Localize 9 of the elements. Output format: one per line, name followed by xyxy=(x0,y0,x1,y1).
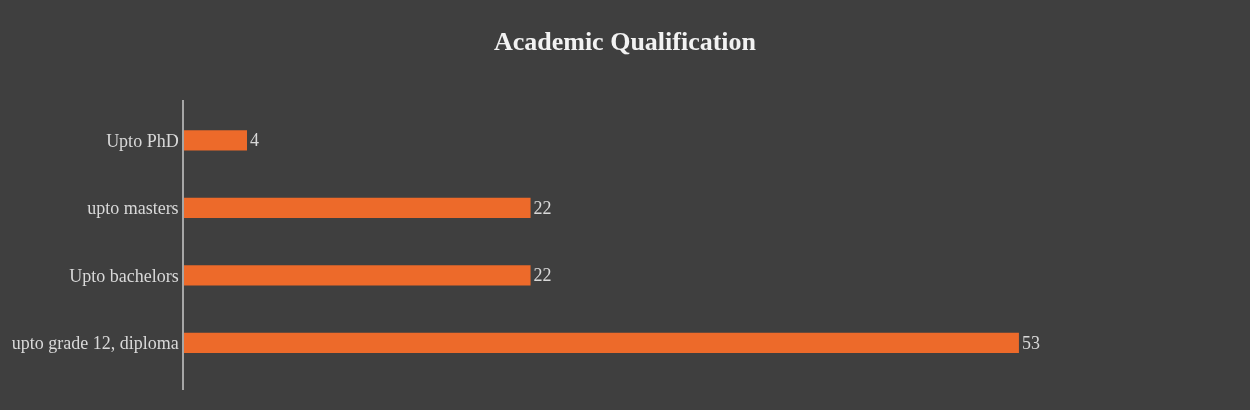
data-label: 22 xyxy=(533,265,552,286)
y-tick-label: Upto PhD xyxy=(106,130,179,151)
chart-title: Academic Qualification xyxy=(493,27,757,57)
y-tick-label: Upto bachelors xyxy=(69,265,179,286)
data-label: 53 xyxy=(1021,332,1040,353)
data-label: 22 xyxy=(533,197,552,218)
y-tick-label: upto grade 12, diploma xyxy=(11,333,179,354)
data-label: 4 xyxy=(250,130,260,151)
y-tick-label: upto masters xyxy=(87,198,179,219)
